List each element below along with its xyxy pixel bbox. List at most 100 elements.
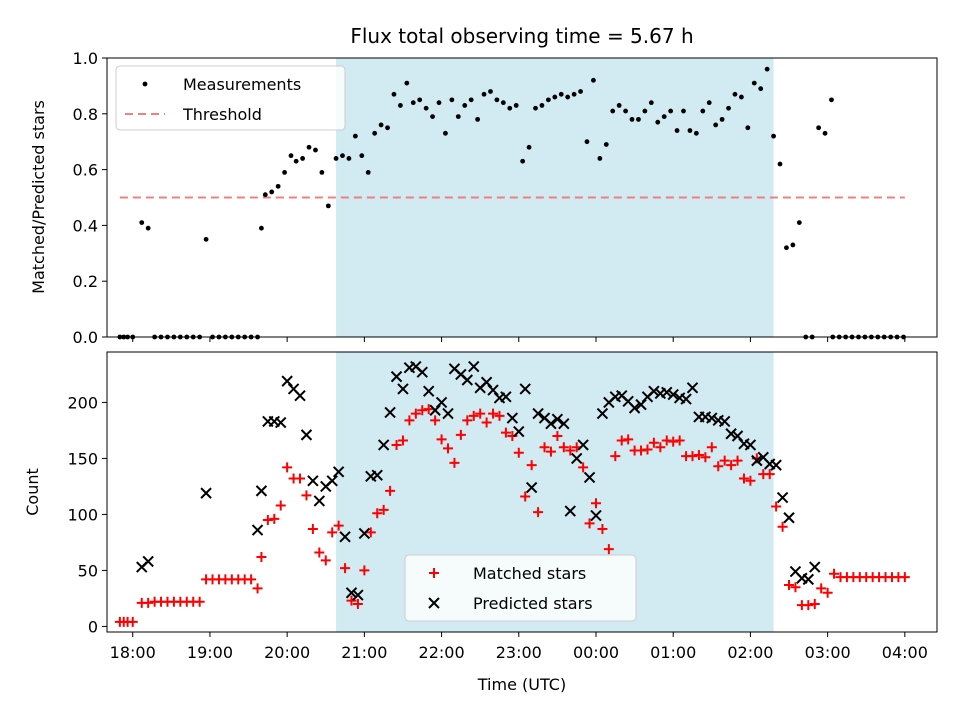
- measurement-point: [513, 103, 519, 108]
- legend-predicted-marker: [428, 597, 440, 609]
- predicted-stars-point: [339, 531, 351, 543]
- top-y-tick-label: 0.4: [73, 216, 98, 235]
- measurement-point: [578, 89, 583, 94]
- top-y-tick-label: 1.0: [73, 49, 98, 68]
- matched-stars-point: [359, 565, 370, 576]
- measurement-point: [597, 156, 603, 161]
- predicted-stars-point: [397, 383, 409, 395]
- matched-stars-point: [449, 457, 460, 468]
- measurement-point: [139, 220, 145, 226]
- measurement-point: [784, 245, 789, 251]
- matched-stars-point: [674, 435, 685, 446]
- predicted-stars-point: [718, 415, 731, 428]
- predicted-stars-point: [435, 396, 448, 409]
- matched-stars-point: [526, 460, 537, 471]
- matched-stars-point: [655, 442, 666, 453]
- measurement-point: [545, 97, 551, 103]
- measurement-point: [719, 116, 725, 122]
- matched-stars-point: [816, 583, 827, 594]
- matched-stars-point: [410, 408, 421, 419]
- measurement-point: [764, 66, 770, 72]
- matched-stars-point: [642, 444, 653, 455]
- predicted-stars-point: [513, 425, 525, 438]
- measurement-point: [687, 128, 693, 133]
- legend-matched-label: Matched stars: [473, 564, 586, 583]
- matched-stars-point: [790, 582, 801, 593]
- predicted-stars-point: [667, 388, 679, 401]
- measurement-point: [533, 105, 538, 111]
- measurement-point: [430, 114, 435, 119]
- measurement-point: [636, 116, 641, 122]
- matched-stars-point: [738, 473, 749, 484]
- bottom-panel: 0 50 100 150 200 18:00 19:00 20:00 21:00 22:00 23:…: [67, 351, 938, 662]
- measurement-point: [300, 156, 305, 161]
- bottom-legend: [404, 554, 637, 622]
- measurement-point: [745, 125, 751, 131]
- measurement-point: [488, 89, 493, 94]
- matched-stars-point: [301, 490, 312, 501]
- predicted-stars-point: [500, 391, 512, 403]
- predicted-stars-point: [442, 407, 454, 420]
- matched-stars-point: [764, 469, 775, 480]
- x-tick-label: 02:00: [727, 643, 773, 662]
- measurement-point: [275, 183, 281, 189]
- predicted-stars-point: [200, 487, 212, 499]
- matched-stars-point: [777, 521, 788, 532]
- matched-stars-point: [269, 513, 280, 524]
- predicted-stars-point: [525, 481, 538, 494]
- measurement-point: [822, 130, 828, 136]
- matched-stars-point: [578, 462, 589, 473]
- top-y-axis-label: Matched/Predicted stars: [29, 100, 48, 294]
- predicted-stars-point: [596, 407, 609, 420]
- predicted-stars-point: [570, 452, 583, 465]
- measurement-point: [449, 97, 455, 103]
- matched-stars-point: [475, 408, 486, 419]
- matched-stars-point: [127, 616, 138, 627]
- measurement-point: [739, 94, 744, 100]
- matched-stars-point: [552, 431, 563, 441]
- measurement-point: [520, 158, 526, 164]
- matched-stars-point: [803, 600, 814, 611]
- matched-stars-point: [494, 410, 505, 421]
- measurement-point: [385, 125, 390, 131]
- matched-stars-point: [340, 563, 351, 574]
- matched-stars-point: [352, 599, 363, 609]
- predicted-stars-point: [384, 406, 396, 419]
- x-tick-label: 01:00: [650, 643, 696, 662]
- predicted-stars-point: [628, 402, 641, 414]
- matched-stars-point: [771, 501, 782, 512]
- measurement-point: [571, 91, 577, 97]
- measurement-point: [397, 103, 403, 108]
- matched-stars-point: [462, 415, 473, 426]
- matched-stars-point: [443, 443, 454, 454]
- measurement-point: [726, 105, 731, 111]
- legend-measurements-marker: [142, 81, 148, 87]
- measurement-point: [145, 225, 151, 231]
- measurement-point: [552, 94, 558, 100]
- top-y-tick-label: 0.0: [73, 328, 98, 347]
- matched-stars-point: [468, 410, 479, 421]
- measurement-point: [365, 169, 371, 175]
- measurement-point: [436, 100, 442, 106]
- measurement-point: [372, 130, 378, 136]
- predicted-stars-point: [776, 491, 789, 504]
- matched-stars-point: [745, 475, 756, 486]
- matched-stars-point: [252, 583, 263, 594]
- matched-stars-point: [610, 451, 621, 462]
- bottom-axes-frame: [106, 351, 938, 633]
- matched-stars-point: [623, 434, 634, 445]
- legend-threshold-label: Threshold: [182, 105, 262, 124]
- predicted-stars-point: [725, 428, 737, 440]
- measurement-point: [706, 100, 712, 106]
- predicted-stars-point: [577, 439, 589, 451]
- predicted-stars-point: [300, 429, 313, 441]
- matched-stars-point: [385, 485, 396, 496]
- matched-stars-point: [417, 405, 428, 416]
- matched-stars-point: [327, 527, 338, 538]
- measurement-point: [404, 80, 410, 86]
- matched-stars-point: [687, 451, 698, 462]
- measurement-point: [481, 91, 487, 97]
- measurement-point: [648, 100, 654, 106]
- bottom-y-tick-label: 50: [78, 561, 98, 580]
- measurement-point: [494, 97, 500, 103]
